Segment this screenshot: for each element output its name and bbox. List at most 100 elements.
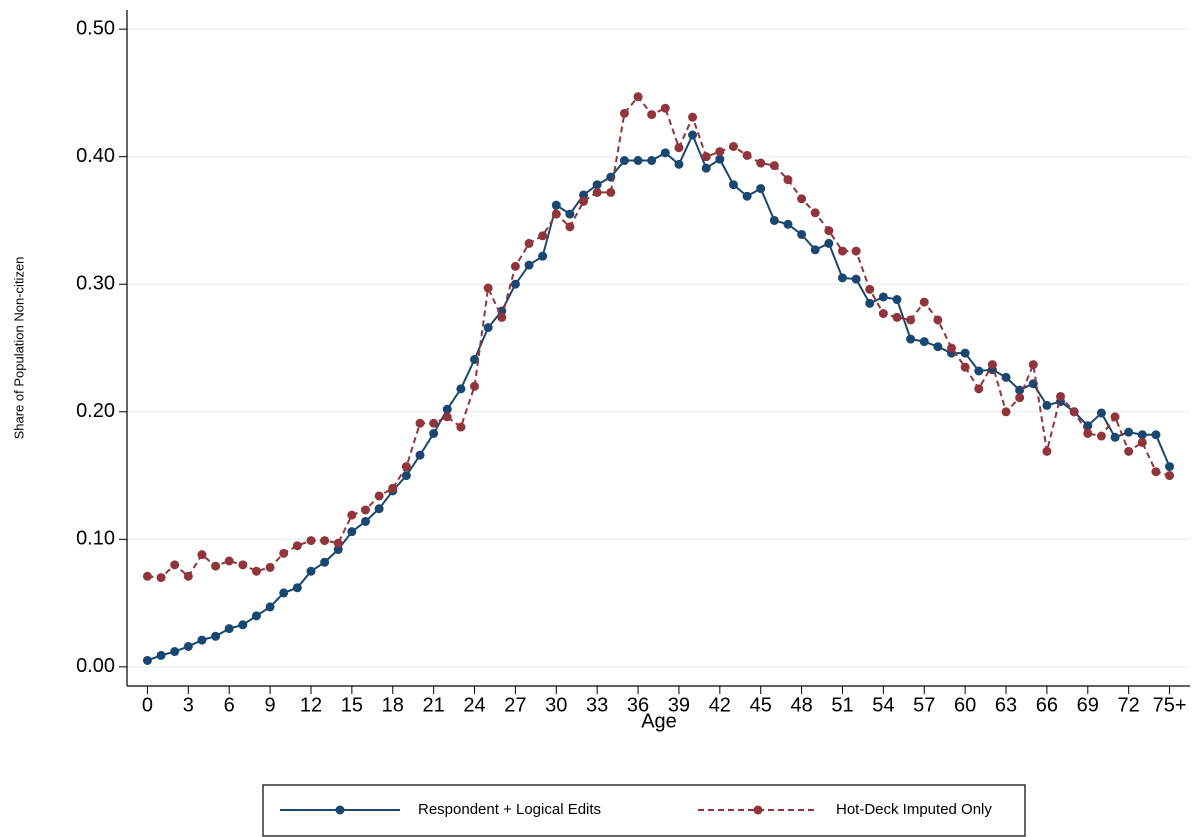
data-point [933, 342, 943, 352]
data-point [851, 274, 861, 284]
data-point [837, 246, 847, 256]
data-point [251, 611, 261, 621]
data-point [156, 573, 166, 583]
data-point [906, 315, 916, 325]
x-tick-label: 48 [790, 694, 812, 716]
data-point [306, 536, 316, 546]
data-point [374, 491, 384, 501]
data-point [1042, 400, 1052, 410]
data-point [1015, 385, 1025, 395]
data-point [333, 545, 343, 555]
data-point [892, 295, 902, 305]
data-point [442, 404, 452, 414]
data-point [688, 130, 698, 140]
data-point [1001, 372, 1011, 382]
data-point [456, 422, 466, 432]
data-point [742, 150, 752, 160]
data-point [742, 191, 752, 201]
data-point [824, 226, 834, 236]
x-tick-label: 60 [954, 694, 976, 716]
data-point [551, 209, 561, 219]
data-point [660, 148, 670, 158]
data-point [1083, 428, 1093, 438]
data-point [1124, 427, 1134, 437]
data-point [538, 231, 548, 241]
data-point [960, 362, 970, 372]
x-tick-label: 36 [627, 694, 649, 716]
y-tick-label: 0.30 [76, 273, 115, 295]
data-point [715, 154, 725, 164]
x-tick-label: 27 [504, 694, 526, 716]
data-point [415, 418, 425, 428]
data-point [728, 141, 738, 151]
data-point [824, 238, 834, 248]
data-point [837, 273, 847, 283]
data-point [1042, 446, 1052, 456]
x-tick-label: 18 [382, 694, 404, 716]
x-tick-label: 30 [545, 694, 567, 716]
series-line [147, 132, 1171, 662]
data-point [579, 190, 589, 200]
data-point [429, 418, 439, 428]
data-point [633, 92, 643, 102]
data-point [279, 588, 289, 598]
data-point [769, 161, 779, 171]
data-point [756, 184, 766, 194]
data-point [292, 541, 302, 551]
data-point [851, 246, 861, 256]
data-point [674, 159, 684, 169]
x-tick-label: 9 [265, 694, 276, 716]
data-point [170, 647, 180, 657]
x-tick-label: 0 [142, 694, 153, 716]
data-point [674, 143, 684, 153]
x-tick-label: 33 [586, 694, 608, 716]
data-point [1056, 391, 1066, 401]
data-point [415, 450, 425, 460]
data-point [619, 156, 629, 166]
data-point [1137, 437, 1147, 447]
x-tick-label: 63 [995, 694, 1017, 716]
x-tick-label: 3 [183, 694, 194, 716]
data-point [987, 360, 997, 370]
data-point [1165, 471, 1175, 481]
data-point [401, 471, 411, 481]
y-tick-label: 0.50 [76, 17, 115, 39]
data-point [524, 260, 534, 270]
data-point [1110, 432, 1120, 442]
x-tick-label: 15 [341, 694, 363, 716]
legend-label: Hot-Deck Imputed Only [836, 801, 992, 818]
data-point [660, 103, 670, 113]
y-tick-label: 0.10 [76, 528, 115, 550]
data-point [565, 209, 575, 219]
x-tick-label: 39 [668, 694, 690, 716]
x-tick-label: 66 [1036, 694, 1058, 716]
data-point [878, 292, 888, 302]
data-point [1028, 360, 1038, 370]
x-tick-label: 57 [913, 694, 935, 716]
data-point [211, 561, 221, 571]
data-point [619, 108, 629, 118]
data-point [238, 620, 248, 630]
data-point [470, 354, 480, 364]
data-point [647, 156, 657, 166]
data-point [510, 279, 520, 289]
data-point [142, 655, 152, 665]
data-point [865, 298, 875, 308]
data-point [183, 641, 193, 651]
series-line [147, 95, 1170, 579]
data-point [878, 309, 888, 319]
data-point [360, 516, 370, 526]
data-point [224, 556, 234, 566]
data-point [906, 334, 916, 344]
data-point [933, 315, 943, 325]
data-point [251, 566, 261, 576]
data-point [1165, 462, 1175, 472]
data-point [756, 158, 766, 168]
data-point [333, 538, 343, 548]
data-point [960, 348, 970, 358]
data-point [1096, 431, 1106, 441]
data-point [865, 284, 875, 294]
data-point [592, 187, 602, 197]
data-point [347, 510, 357, 520]
